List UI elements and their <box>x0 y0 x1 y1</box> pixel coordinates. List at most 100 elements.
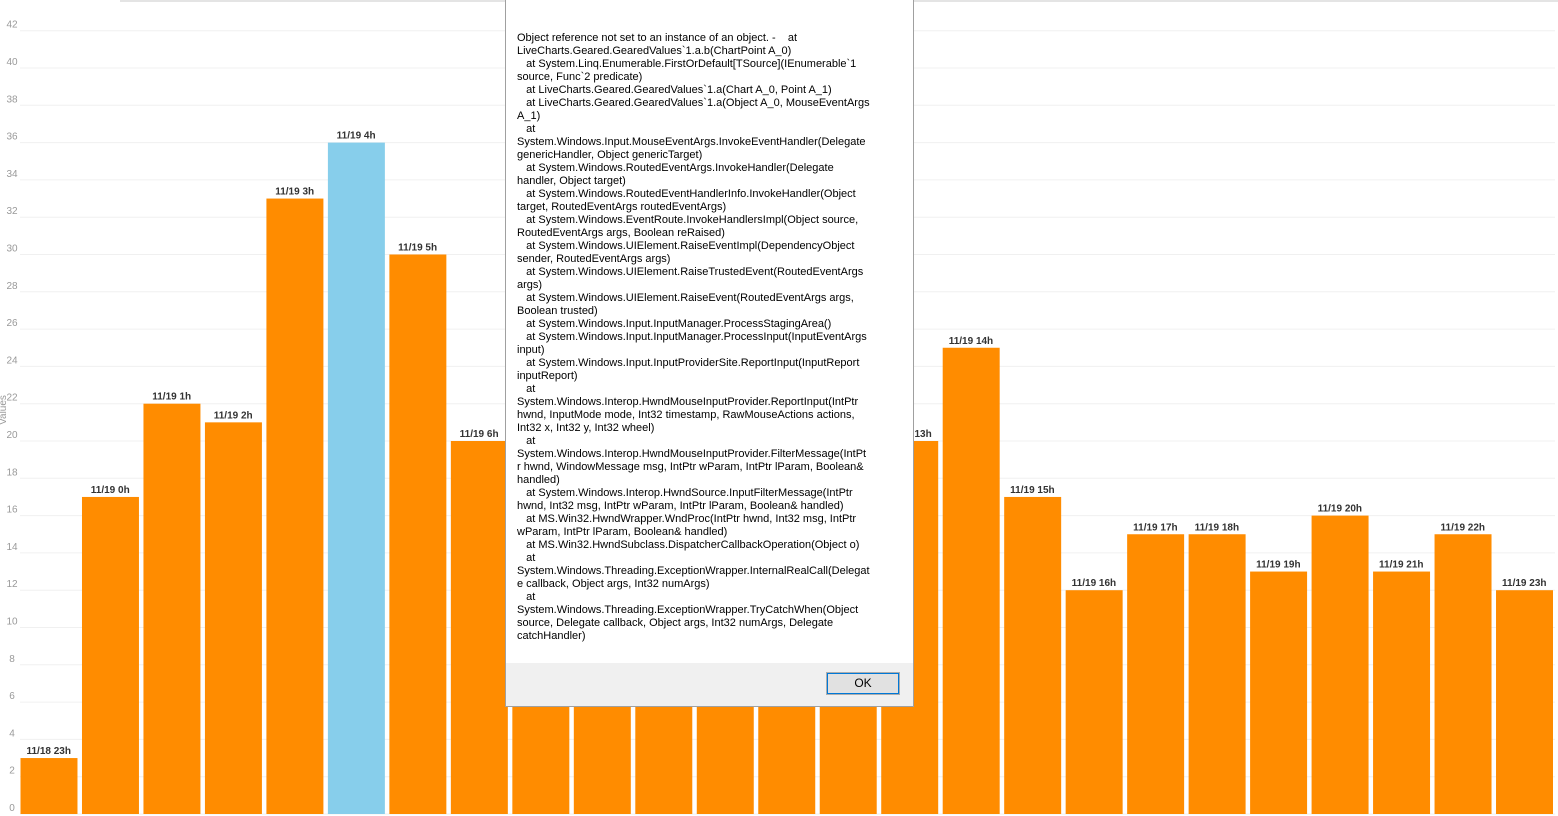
message-line: LiveCharts.Geared.GearedValues`1.a.b(Cha… <box>517 45 792 57</box>
bar <box>1434 534 1492 814</box>
y-tick-label: 10 <box>6 617 18 628</box>
y-tick-label: 28 <box>6 281 18 292</box>
bar <box>1496 590 1553 814</box>
y-tick-label: 38 <box>6 94 18 105</box>
bar <box>389 254 447 814</box>
y-tick-label: 40 <box>6 57 18 68</box>
bar <box>1065 590 1123 814</box>
message-line: A_1) <box>517 110 541 122</box>
message-line: at LiveCharts.Geared.GearedValues`1.a(Ch… <box>517 84 832 96</box>
message-line: at System.Windows.RoutedEventArgs.Invoke… <box>517 162 834 174</box>
message-line: r hwnd, WindowMessage msg, IntPtr wParam… <box>517 461 864 473</box>
y-tick-label: 20 <box>6 430 18 441</box>
message-line: input) <box>517 344 545 356</box>
bar <box>1127 534 1185 814</box>
bar-label: 11/19 23h <box>1502 578 1546 589</box>
message-line: System.Windows.Input.MouseEventArgs.Invo… <box>517 136 866 148</box>
y-tick-label: 6 <box>9 691 15 702</box>
y-tick-label: 30 <box>6 244 18 255</box>
y-tick-label: 2 <box>9 766 15 777</box>
bar-label: 11/19 20h <box>1318 504 1362 515</box>
message-line: at System.Windows.UIElement.RaiseEventIm… <box>517 240 855 252</box>
message-line: hwnd, Int32 msg, IntPtr wParam, IntPtr l… <box>517 500 844 512</box>
bar-label: 11/19 4h <box>337 131 376 142</box>
bar <box>20 758 78 814</box>
bar-label: 11/19 19h <box>1256 560 1300 571</box>
message-line: args) <box>517 279 543 291</box>
message-line: at <box>517 552 536 564</box>
y-tick-label: 8 <box>9 654 15 665</box>
message-line: source, Delegate callback, Object args, … <box>517 617 834 629</box>
message-line: at LiveCharts.Geared.GearedValues`1.a(Ob… <box>517 97 870 109</box>
bar <box>81 496 139 814</box>
message-line: source, Func`2 predicate) <box>517 71 643 83</box>
message-line: wParam, IntPtr lParam, Boolean& handled) <box>517 526 728 538</box>
bar <box>1188 534 1246 814</box>
y-tick-label: 0 <box>9 803 15 814</box>
error-dialog: Object reference not set to an instance … <box>505 0 914 707</box>
y-tick-label: 4 <box>9 728 15 739</box>
message-line: at System.Linq.Enumerable.FirstOrDefault… <box>517 58 857 70</box>
bar-label: 11/19 18h <box>1195 522 1239 533</box>
bar <box>143 403 201 814</box>
dialog-footer: OK <box>506 663 913 706</box>
message-line: sender, RoutedEventArgs args) <box>517 253 671 265</box>
message-line: Boolean trusted) <box>517 305 598 317</box>
error-message: Object reference not set to an instance … <box>517 32 870 643</box>
y-tick-label: 26 <box>6 318 18 329</box>
message-line: at System.Windows.Input.InputManager.Pro… <box>517 331 867 343</box>
message-line: target, RoutedEventArgs routedEventArgs) <box>517 201 727 213</box>
bar <box>204 422 262 814</box>
y-tick-label: 16 <box>6 505 18 516</box>
message-line: at System.Windows.RoutedEventHandlerInfo… <box>517 188 856 200</box>
message-line: genericHandler, Object genericTarget) <box>517 149 703 161</box>
y-tick-label: 12 <box>6 579 18 590</box>
message-line: Int32 x, Int32 y, Int32 wheel) <box>517 422 655 434</box>
message-line: at System.Windows.EventRoute.InvokeHandl… <box>517 214 859 226</box>
bar <box>327 142 385 815</box>
message-line: at <box>517 123 536 135</box>
bar <box>942 347 1000 814</box>
message-line: RoutedEventArgs args, Boolean reRaised) <box>517 227 725 239</box>
bar-label: 11/19 1h <box>152 392 191 403</box>
y-tick-label: 14 <box>6 542 18 553</box>
y-axis-label: Values <box>0 395 9 425</box>
message-line: Object reference not set to an instance … <box>517 32 798 44</box>
bar <box>1250 571 1308 814</box>
ok-button[interactable]: OK <box>826 672 900 695</box>
message-line: System.Windows.Interop.HwndMouseInputPro… <box>517 448 867 460</box>
bar-label: 11/19 22h <box>1441 522 1485 533</box>
message-line: handler, Object target) <box>517 175 626 187</box>
y-tick-label: 34 <box>6 169 18 180</box>
bar <box>266 198 324 815</box>
bar-label: 11/19 14h <box>949 336 993 347</box>
bar <box>1004 496 1062 814</box>
message-line: handled) <box>517 474 560 486</box>
y-tick-label: 36 <box>6 132 18 143</box>
bar-label: 11/19 16h <box>1072 578 1116 589</box>
bar-label: 11/19 2h <box>214 410 253 421</box>
bar-label: 11/19 5h <box>398 243 437 254</box>
bar <box>1373 571 1431 814</box>
bar-label: 11/19 15h <box>1010 485 1054 496</box>
message-line: at MS.Win32.HwndSubclass.DispatcherCallb… <box>517 539 860 551</box>
message-line: System.Windows.Threading.ExceptionWrappe… <box>517 565 870 577</box>
y-tick-label: 32 <box>6 206 18 217</box>
message-line: hwnd, InputMode mode, Int32 timestamp, R… <box>517 409 855 421</box>
bar-label: 11/19 17h <box>1133 522 1177 533</box>
message-line: catchHandler) <box>517 630 586 642</box>
y-tick-label: 22 <box>6 393 18 404</box>
bar-label: 11/19 0h <box>91 485 130 496</box>
bar-label: 11/18 23h <box>26 746 70 757</box>
bar-label: 11/19 6h <box>460 429 499 440</box>
message-line: at System.Windows.Input.InputProviderSit… <box>517 357 860 369</box>
message-line: System.Windows.Interop.HwndMouseInputPro… <box>517 396 859 408</box>
y-tick-label: 42 <box>6 20 18 31</box>
bar <box>450 441 508 814</box>
message-line: at <box>517 435 536 447</box>
message-line: at MS.Win32.HwndWrapper.WndProc(IntPtr h… <box>517 513 857 525</box>
y-tick-label: 18 <box>6 467 18 478</box>
bar-label: 11/19 21h <box>1379 560 1423 571</box>
message-line: at System.Windows.Input.InputManager.Pro… <box>517 318 832 330</box>
message-line: at System.Windows.UIElement.RaiseEvent(R… <box>517 292 854 304</box>
